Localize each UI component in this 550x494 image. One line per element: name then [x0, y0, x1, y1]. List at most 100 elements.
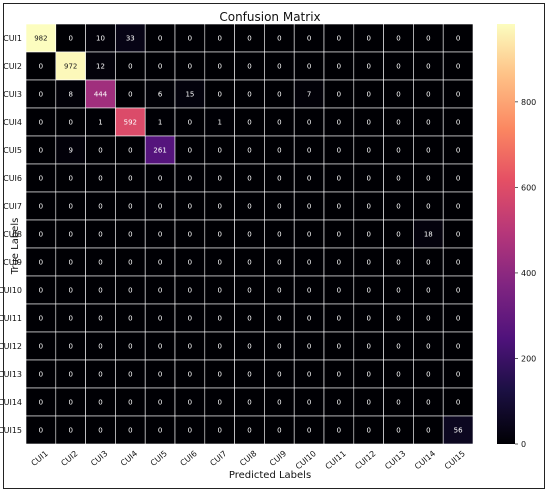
- heatmap-cell: [25, 247, 57, 277]
- cell-value-label: 6: [158, 91, 163, 99]
- heatmap-cell: [293, 191, 325, 221]
- cell-value-label: 0: [277, 427, 281, 435]
- cell-value-label: 0: [217, 203, 221, 211]
- cell-value-label: 0: [247, 399, 251, 407]
- cell-value-label: 982: [34, 35, 47, 43]
- heatmap-cell: [442, 107, 474, 137]
- heatmap-cell: [293, 219, 325, 249]
- heatmap-cell: [85, 135, 116, 165]
- heatmap-cell: [293, 415, 325, 445]
- heatmap-cell: [413, 387, 444, 417]
- heatmap-cell: [55, 415, 86, 445]
- heatmap-cell: [204, 303, 235, 333]
- cell-value-label: 0: [68, 315, 72, 323]
- cell-value-label: 0: [396, 119, 400, 127]
- heatmap-cell: [55, 219, 86, 249]
- cell-value-label: 0: [217, 343, 221, 351]
- heatmap-cell: [383, 79, 414, 109]
- y-tick-label: CUI9: [3, 258, 22, 267]
- cell-value-label: 0: [158, 371, 162, 379]
- cell-value-label: 0: [188, 427, 192, 435]
- cell-value-label: 0: [128, 427, 132, 435]
- cell-value-label: 0: [98, 371, 102, 379]
- cell-value-label: 0: [128, 175, 132, 183]
- x-tick-label: CUI5: [149, 449, 169, 468]
- cell-value-label: 0: [456, 343, 460, 351]
- cell-value-label: 0: [396, 399, 400, 407]
- cell-value-label: 0: [188, 203, 192, 211]
- heatmap-cell: [413, 247, 444, 277]
- cell-value-label: 0: [39, 231, 43, 239]
- cell-value-label: 0: [98, 175, 102, 183]
- heatmap-cell: [204, 51, 235, 81]
- cell-value-label: 0: [68, 287, 72, 295]
- cell-value-label: 1: [158, 119, 162, 127]
- y-tick-label: CUI13: [0, 370, 22, 379]
- heatmap-cell: [353, 51, 384, 81]
- cell-value-label: 0: [39, 91, 43, 99]
- cell-value-label: 0: [247, 91, 251, 99]
- heatmap-cell: [144, 135, 176, 165]
- cell-value-label: 56: [454, 427, 463, 435]
- cell-value-label: 0: [158, 203, 162, 211]
- x-tick-label: CUI14: [413, 449, 437, 471]
- y-tick-label: CUI1: [3, 34, 22, 43]
- heatmap-cell: [383, 51, 414, 81]
- cell-value-label: 33: [126, 35, 135, 43]
- y-tick-label: CUI15: [0, 426, 22, 435]
- cell-value-label: 0: [456, 63, 460, 71]
- cell-value-label: 0: [396, 35, 400, 43]
- cell-value-label: 0: [366, 91, 370, 99]
- cell-value-label: 0: [217, 35, 221, 43]
- cell-value-label: 0: [366, 175, 370, 183]
- heatmap-cell: [383, 163, 414, 193]
- heatmap-cell: [264, 275, 295, 305]
- cell-value-label: 0: [277, 371, 281, 379]
- cell-value-label: 0: [247, 175, 251, 183]
- cell-value-label: 0: [277, 399, 281, 407]
- heatmap-cell: [413, 303, 444, 333]
- cell-value-label: 0: [158, 175, 162, 183]
- heatmap-cell: [413, 415, 444, 445]
- y-tick-label: CUI8: [3, 230, 22, 239]
- cell-value-label: 0: [39, 259, 43, 267]
- heatmap-cell: [204, 247, 235, 277]
- cell-value-label: 0: [456, 203, 460, 211]
- cell-value-label: 18: [424, 231, 433, 239]
- cell-value-label: 9: [68, 147, 72, 155]
- heatmap-cell: [234, 331, 265, 361]
- heatmap-cell: [323, 275, 355, 305]
- cell-value-label: 0: [366, 119, 370, 127]
- cell-value-label: 0: [98, 231, 102, 239]
- cell-value-label: 0: [39, 63, 43, 71]
- heatmap-cell: [353, 247, 384, 277]
- cell-value-label: 0: [337, 371, 341, 379]
- cell-value-label: 0: [247, 315, 251, 323]
- cell-value-label: 0: [337, 147, 341, 155]
- x-tick-label: CUI8: [238, 449, 258, 468]
- heatmap-cell: [25, 387, 57, 417]
- colorbar-tick-label: 0: [521, 440, 526, 449]
- cell-value-label: 0: [396, 371, 400, 379]
- cell-value-label: 0: [307, 287, 311, 295]
- cell-value-label: 0: [188, 175, 192, 183]
- heatmap-cell: [293, 303, 325, 333]
- cell-value-label: 0: [217, 175, 221, 183]
- cell-value-label: 0: [128, 399, 132, 407]
- cell-value-label: 0: [188, 119, 192, 127]
- cell-value-label: 0: [456, 259, 460, 267]
- heatmap-cell: [174, 135, 206, 165]
- y-tick-label: CUI2: [3, 62, 22, 71]
- x-tick-labels: CUI1 CUI2 CUI3 CUI4 CUI5 CUI6 CUI7 CUI8 CUI9 CUI1…: [30, 449, 467, 471]
- cell-value-label: 0: [456, 91, 460, 99]
- cell-value-label: 0: [98, 259, 102, 267]
- heatmap-cell: [323, 51, 355, 81]
- cell-value-label: 0: [396, 203, 400, 211]
- heatmap-cell: [442, 247, 474, 277]
- heatmap-cell: [25, 219, 57, 249]
- heatmap-cell: [323, 247, 355, 277]
- cell-value-label: 0: [307, 343, 311, 351]
- cell-value-label: 0: [426, 399, 430, 407]
- heatmap-cell: [204, 387, 235, 417]
- cell-value-label: 0: [366, 427, 370, 435]
